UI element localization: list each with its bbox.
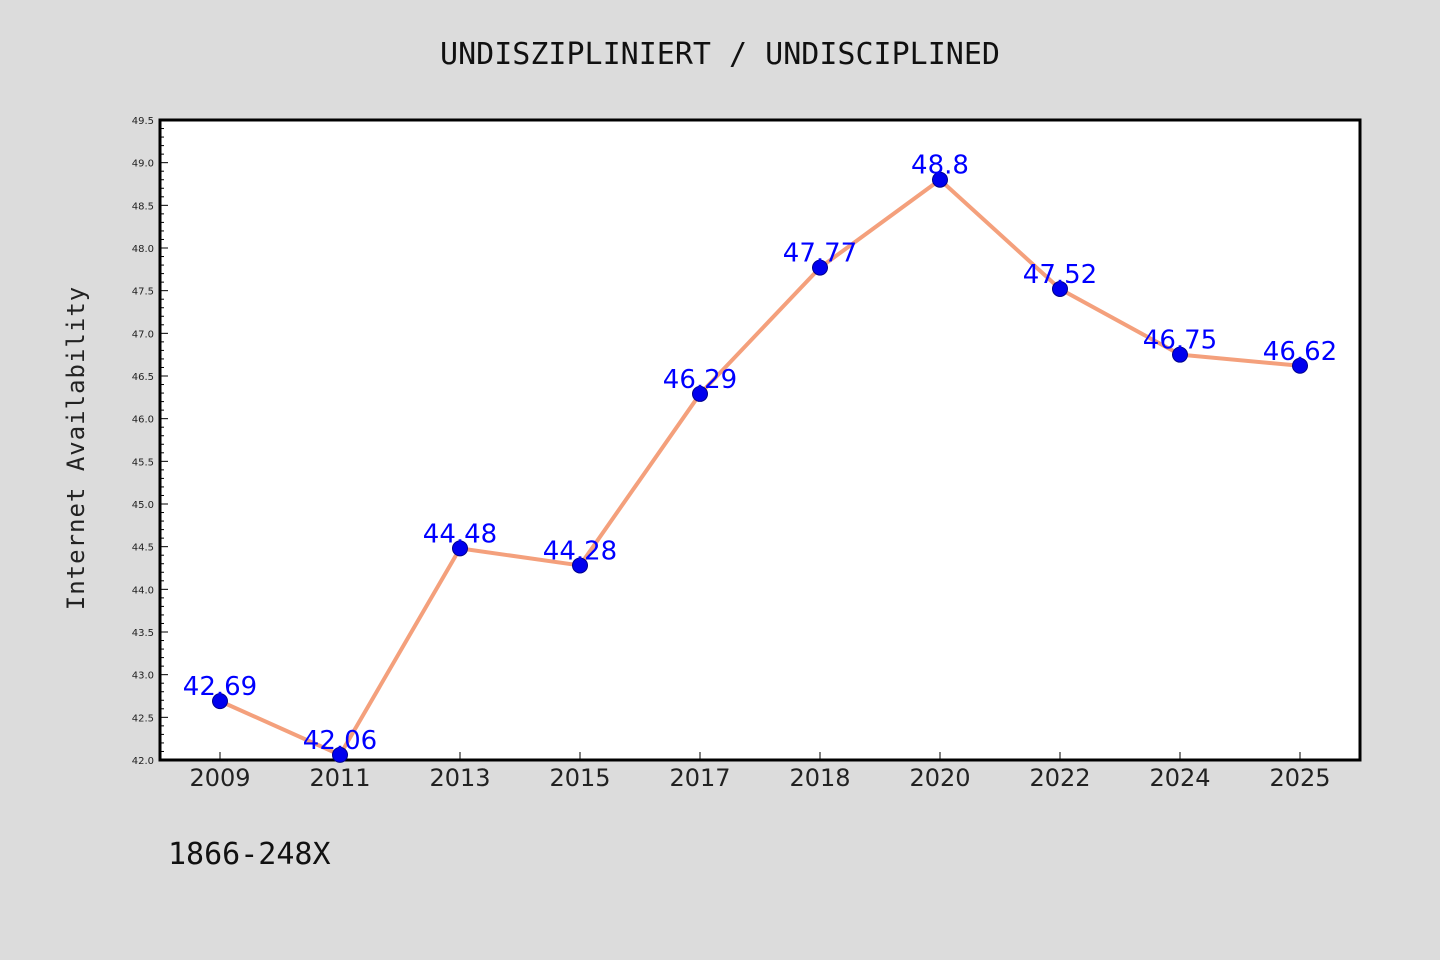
x-tick-label: 2022 xyxy=(1029,764,1090,792)
data-label: 47.77 xyxy=(783,239,857,269)
x-axis: 2009 2011 2013 2015 2017 2018 2020 2022 2024 2025 xyxy=(189,752,1331,792)
data-label: 48.8 xyxy=(911,151,969,181)
y-tick-label: 49.0 xyxy=(132,159,154,170)
y-axis-label: Internet Availability xyxy=(62,286,90,610)
y-tick-label: 49.5 xyxy=(132,116,154,127)
data-label: 44.48 xyxy=(423,519,497,549)
data-point xyxy=(812,259,828,276)
y-tick-label: 43.0 xyxy=(132,671,154,682)
x-tick-label: 2018 xyxy=(789,764,850,792)
y-tick-label: 42.5 xyxy=(132,713,154,724)
data-label: 46.29 xyxy=(663,365,737,395)
data-point xyxy=(332,746,348,763)
x-tick-label: 2009 xyxy=(189,764,250,792)
x-tick-label: 2017 xyxy=(669,764,730,792)
x-tick-label: 2011 xyxy=(309,764,370,792)
series-line xyxy=(219,177,1301,757)
y-tick-label: 44.0 xyxy=(132,585,154,596)
y-tick-label: 46.0 xyxy=(132,415,154,426)
footer-code: 1866-248X xyxy=(168,837,331,872)
y-tick-label: 48.5 xyxy=(132,201,154,212)
x-tick-label: 2015 xyxy=(549,764,610,792)
data-point xyxy=(932,171,948,188)
y-tick-label: 47.0 xyxy=(132,329,154,340)
data-label: 46.62 xyxy=(1263,337,1337,367)
data-label: 44.28 xyxy=(543,536,617,566)
chart-title: UNDISZIPLINIERT / UNDISCIPLINED xyxy=(440,37,1000,72)
y-tick-label: 44.5 xyxy=(132,543,154,554)
y-axis: 42.0 42.5 43.0 43.5 44.0 44.5 45.0 45.5 46.0 46.5… xyxy=(132,116,168,767)
y-tick-label: 46.5 xyxy=(132,372,154,383)
data-label: 42.06 xyxy=(303,726,377,756)
data-label: 47.52 xyxy=(1023,260,1097,290)
data-label: 46.75 xyxy=(1143,326,1217,356)
y-tick-label: 48.0 xyxy=(132,244,154,255)
y-tick-label: 43.5 xyxy=(132,628,154,639)
series-layer xyxy=(212,171,1308,763)
y-tick-label: 42.0 xyxy=(132,756,154,767)
y-tick-label: 45.0 xyxy=(132,500,154,511)
data-point xyxy=(1292,357,1308,374)
x-tick-label: 2024 xyxy=(1149,764,1210,792)
data-point xyxy=(452,540,468,557)
x-tick-label: 2013 xyxy=(429,764,490,792)
plot-area xyxy=(158,118,1362,762)
data-point xyxy=(1052,280,1068,297)
y-tick-label: 47.5 xyxy=(132,287,154,298)
data-labels: 42.69 42.06 44.48 44.28 46.29 47.77 48.8 47.52 4… xyxy=(183,151,1337,756)
x-tick-label: 2025 xyxy=(1269,764,1330,792)
data-point xyxy=(692,385,708,402)
data-label: 42.69 xyxy=(183,672,257,702)
data-point xyxy=(572,557,588,574)
y-tick-label: 45.5 xyxy=(132,457,154,468)
data-point xyxy=(212,693,228,710)
x-tick-label: 2020 xyxy=(909,764,970,792)
data-point xyxy=(1172,346,1188,363)
